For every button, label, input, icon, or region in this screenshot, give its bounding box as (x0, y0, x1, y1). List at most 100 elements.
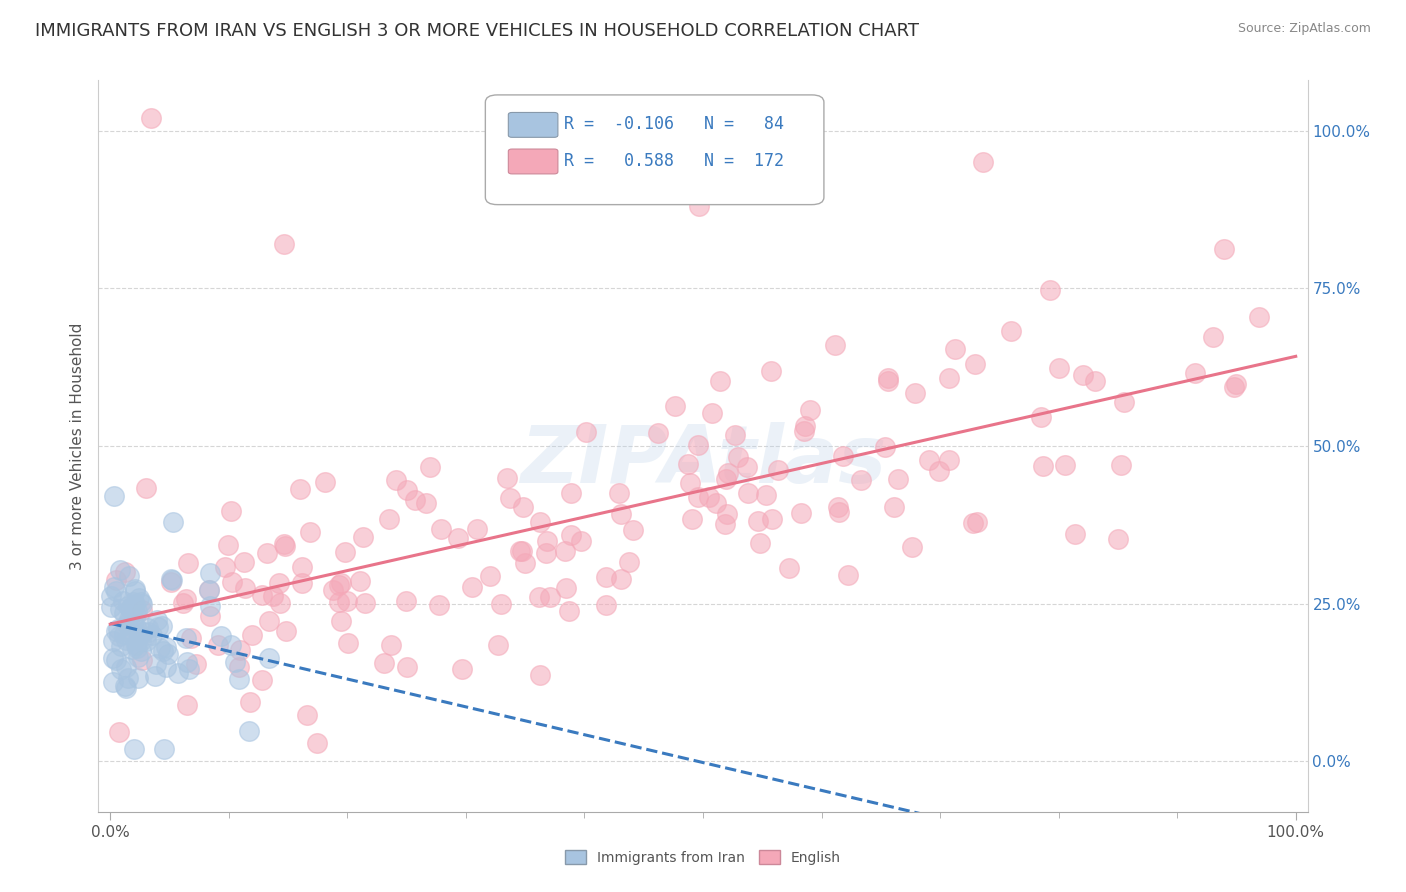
Point (198, 582, 221, 597)
Point (273, 539, 295, 553)
Legend: Immigrants from Iran, English: Immigrants from Iran, English (560, 845, 846, 871)
Point (686, 438, 709, 452)
Point (918, 453, 941, 467)
Point (330, 576, 353, 591)
Point (1054, 458, 1077, 473)
Point (498, 491, 520, 506)
Point (139, 111, 162, 125)
Point (129, 643, 152, 657)
Point (837, 568, 859, 582)
Point (461, 580, 484, 594)
Point (131, 653, 153, 667)
Point (105, 624, 128, 639)
Point (333, 545, 356, 559)
Point (447, 532, 470, 546)
Point (716, 507, 738, 521)
Point (1032, 459, 1054, 474)
Point (214, 559, 236, 574)
Point (132, 624, 155, 639)
Point (328, 595, 350, 609)
Point (727, 450, 749, 464)
Point (124, 582, 146, 597)
Point (114, 679, 136, 693)
Point (513, 556, 536, 570)
Point (110, 662, 132, 676)
Point (647, 426, 669, 441)
Point (149, 640, 172, 655)
Point (101, 650, 124, 665)
Point (291, 560, 314, 574)
Point (112, 627, 135, 641)
Point (120, 625, 142, 640)
Point (180, 631, 202, 645)
Point (679, 475, 702, 490)
Point (224, 655, 246, 669)
Point (101, 633, 124, 648)
Point (228, 659, 250, 673)
Point (877, 371, 900, 385)
Point (233, 555, 256, 569)
Point (901, 540, 924, 554)
Point (129, 595, 152, 609)
Point (558, 604, 581, 618)
FancyBboxPatch shape (485, 95, 824, 204)
Point (135, 481, 157, 495)
Point (198, 566, 221, 580)
Point (108, 602, 131, 616)
Point (560, 486, 582, 500)
Point (415, 496, 437, 510)
Point (122, 741, 145, 756)
Point (125, 620, 148, 634)
Point (107, 725, 129, 739)
Point (1084, 375, 1107, 389)
Point (174, 592, 197, 607)
Point (131, 602, 153, 616)
Point (555, 581, 578, 595)
Point (943, 342, 966, 356)
Point (125, 604, 148, 618)
Point (228, 643, 250, 657)
Point (114, 681, 136, 695)
Point (146, 620, 169, 634)
Point (121, 595, 143, 609)
Point (1112, 395, 1135, 409)
Point (1047, 361, 1070, 376)
Point (314, 475, 336, 490)
Point (155, 640, 177, 654)
Point (430, 522, 453, 536)
Point (138, 624, 160, 639)
Point (160, 572, 183, 586)
Point (465, 522, 488, 536)
Point (221, 575, 243, 590)
Point (1247, 310, 1270, 324)
Point (735, 460, 758, 475)
Point (793, 424, 815, 438)
Point (329, 614, 352, 628)
Point (1201, 329, 1223, 343)
Point (972, 155, 994, 169)
Point (790, 506, 813, 520)
Point (688, 199, 710, 213)
Point (228, 672, 250, 686)
Point (107, 622, 129, 636)
Point (131, 597, 153, 611)
Point (404, 493, 426, 508)
Point (160, 573, 183, 587)
Point (146, 613, 169, 627)
Point (129, 634, 152, 648)
Point (349, 574, 371, 588)
Point (1071, 368, 1094, 382)
Point (510, 543, 533, 558)
Point (478, 568, 501, 582)
Point (156, 647, 179, 661)
Point (737, 486, 759, 500)
Point (262, 590, 284, 604)
Point (273, 237, 295, 252)
Point (176, 655, 198, 669)
Point (965, 357, 987, 371)
Point (166, 665, 188, 680)
Point (141, 628, 163, 642)
Text: Source: ZipAtlas.com: Source: ZipAtlas.com (1237, 22, 1371, 36)
Point (176, 698, 198, 712)
Point (489, 597, 512, 611)
